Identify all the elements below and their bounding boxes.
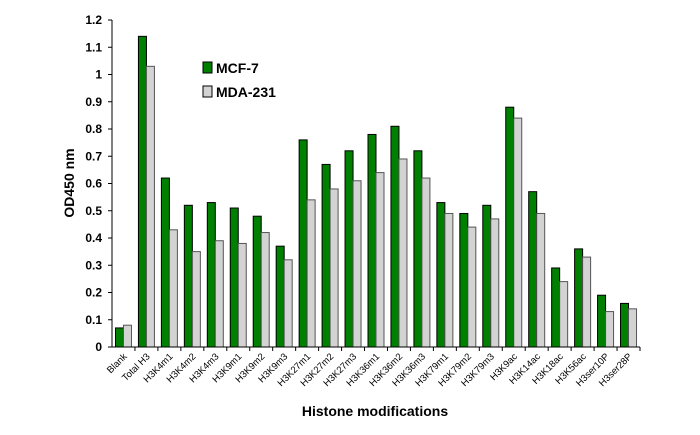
bar-mda231-h3k79m3 [490,218,500,348]
y-tick-label: 0.4 [85,231,102,245]
y-tick-label: 0.9 [85,95,102,109]
y-tick-label: 1.2 [85,13,102,27]
bar-mcf7-h3k79m1 [436,202,446,348]
bar-mda231-h3k9m1 [237,242,247,348]
bar-mda231-h3ser10p [605,311,615,348]
bar-mcf7-h3k14ac [528,191,538,348]
y-tick-label: 0.5 [85,204,102,218]
legend-label-mda231: MDA-231 [216,84,276,100]
bar-mda231-h3ser28p [628,308,638,348]
legend: MCF-7 MDA-231 [202,60,276,100]
bar-mcf7-h3k4m2 [183,204,193,348]
bar-mcf7-h3k27m1 [298,139,308,348]
bar-mda231-h3k14ac [536,212,546,348]
bar-mda231-h3k4m2 [191,251,201,348]
bar-mda231-h3k36m2 [398,158,408,348]
bar-mda231-h3k79m1 [444,212,454,348]
bar-mcf7-h3ser28p [620,302,630,348]
y-axis-label: OD450 nm [61,148,77,217]
bar-mcf7-total-h3 [137,35,147,348]
bar-mcf7-h3k4m1 [160,177,170,348]
bar-mda231-h3k18ac [559,281,569,348]
bar-mcf7-h3k27m2 [321,163,331,348]
bar-mcf7-h3k56ac [574,248,584,348]
y-tick-label: 0.1 [85,313,102,327]
bar-mcf7-h3k9m1 [229,207,239,348]
legend-swatch-mcf7 [202,61,213,74]
y-tick-label: 0.7 [85,149,102,163]
bar-mcf7-h3k36m3 [413,150,423,348]
y-tick-label: 0.2 [85,286,102,300]
bar-mda231-h3k4m1 [168,229,178,348]
bar-mda231-total-h3 [145,65,155,348]
bar-mcf7-h3k36m1 [367,133,377,348]
legend-label-mcf7: MCF-7 [216,60,259,76]
bar-mda231-h3k36m1 [375,172,385,348]
bar-mcf7-h3k18ac [551,267,561,348]
bar-mcf7-h3k79m3 [482,204,492,348]
y-tick-label: 1.1 [85,40,102,54]
x-axis-label: Histone modifications [302,403,448,419]
bar-mda231-h3k79m2 [467,226,477,348]
bar-mcf7-h3ser10p [597,294,607,348]
bar-mda231-h3k4m3 [214,240,224,348]
bar-mcf7-h3k79m2 [459,212,469,348]
bar-mcf7-h3k36m2 [390,125,400,348]
bar-mda231-h3k56ac [582,256,592,348]
bar-mda231-h3k9ac [513,117,523,348]
bar-mcf7-h3k9ac [505,106,515,348]
bar-mcf7-h3k4m3 [206,202,216,348]
y-tick-label: 0 [95,340,102,354]
y-tick-label: 0.3 [85,258,102,272]
y-tick-label: 1 [95,68,102,82]
bar-mda231-h3k27m3 [352,180,362,348]
bar-mcf7-h3k27m3 [344,150,354,348]
y-tick-label: 0.6 [85,177,102,191]
bar-mda231-h3k27m1 [306,199,316,348]
bar-mcf7-h3k9m2 [252,215,262,348]
bar-mcf7-h3k9m3 [275,245,285,348]
bar-mda231-blank [122,324,132,348]
bar-mda231-h3k36m3 [421,177,431,348]
bar-mda231-h3k9m2 [260,232,270,348]
bar-mda231-h3k27m2 [329,188,339,348]
bar-mcf7-blank [114,327,124,348]
bars-group [114,35,638,348]
bar-mda231-h3k9m3 [283,259,293,348]
y-tick-label: 0.8 [85,122,102,136]
legend-swatch-mda231 [202,85,213,98]
